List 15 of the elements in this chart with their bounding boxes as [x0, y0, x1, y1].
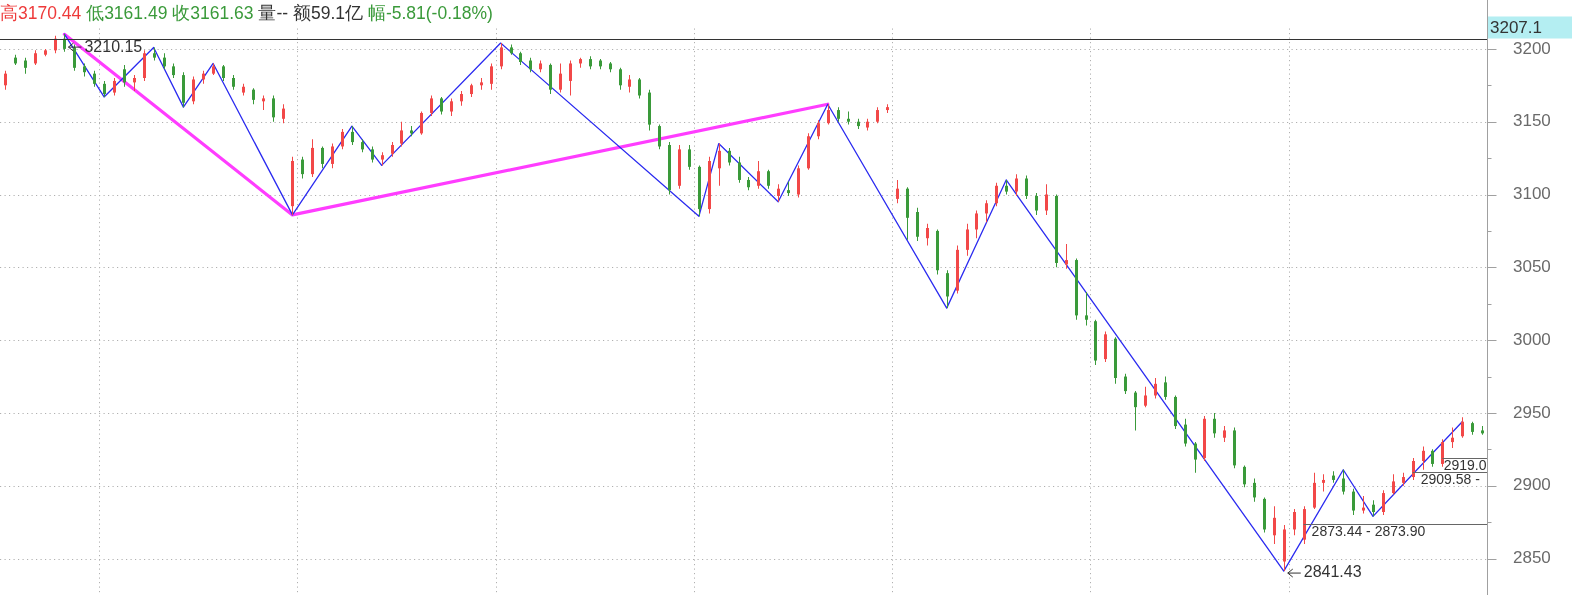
y-tick-label: 2850 — [1513, 548, 1551, 568]
y-tick-label: 2900 — [1513, 475, 1551, 495]
ref-line-label: 2909.58 - — [1420, 470, 1481, 487]
y-tick-label: 3100 — [1513, 184, 1551, 204]
y-tick-label: 3050 — [1513, 257, 1551, 277]
ref-line-label: 2873.44 - 2873.90 — [1311, 522, 1426, 539]
data-label: 2841.43 — [1303, 563, 1362, 581]
chart-title: 高3170.44 低3161.49 收3161.63 量-- 额59.1亿 幅-5.81(-0.18%) — [0, 3, 493, 23]
y-tick-label: 2950 — [1513, 402, 1551, 422]
y-tick-label: 3200 — [1513, 38, 1551, 58]
ref-line-label: 2919.0 — [1443, 456, 1487, 473]
ref-line-label: 3207.1 — [1490, 17, 1542, 37]
data-label: 3210.15 — [84, 37, 143, 55]
y-tick-label: 3000 — [1513, 329, 1551, 349]
y-tick-label: 3150 — [1513, 111, 1551, 131]
